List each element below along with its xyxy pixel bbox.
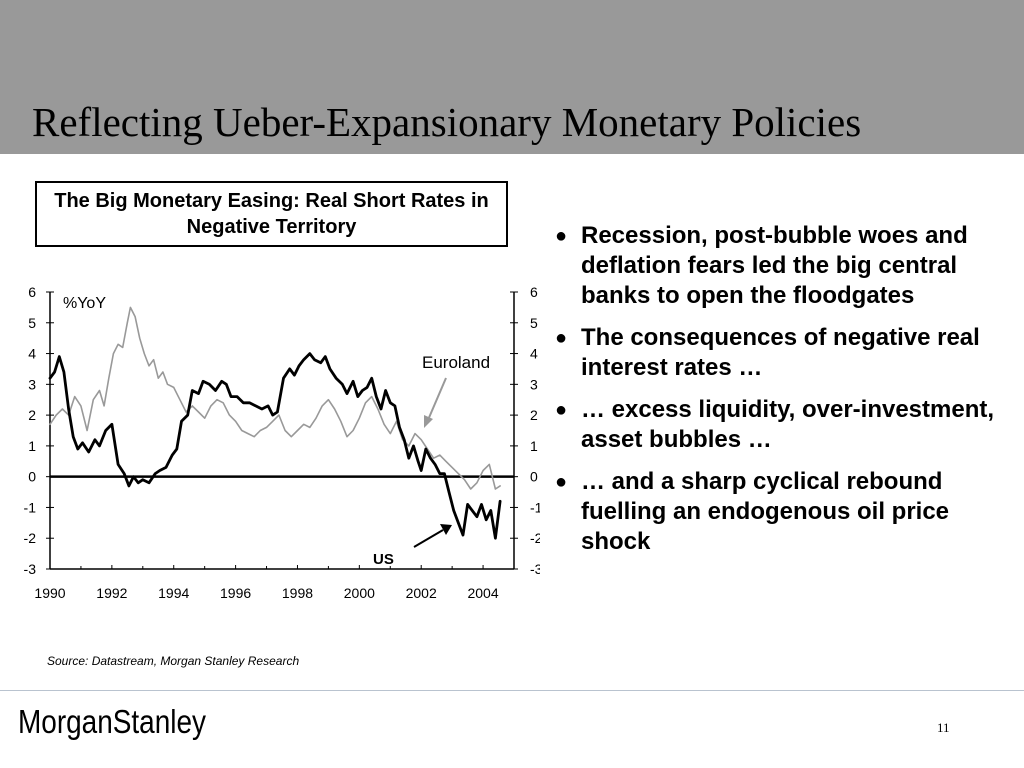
- y-tick-label-right: -2: [530, 530, 540, 546]
- euroland-arrow: [424, 377, 447, 428]
- x-tick-label: 1996: [220, 585, 251, 601]
- real-rates-chart: 6 6 5 5 4 4 3 3 2 2 1 1 0 0 -1 -1 -2 -2 -3 -3 1990 1992 1994 19…: [24, 284, 540, 601]
- bullet-text: Recession, post-bubble woes and deflatio…: [581, 222, 968, 309]
- x-tick-label: 1998: [282, 585, 313, 601]
- bullet-text: … excess liquidity, over-investment, ass…: [581, 396, 995, 453]
- y-tick-label-left: -2: [24, 530, 37, 546]
- bullet-text: The consequences of negative real intere…: [581, 324, 980, 381]
- y-tick-label-left: 0: [28, 469, 36, 485]
- bullet-text: … and a sharp cyclical rebound fuelling …: [581, 468, 950, 555]
- bullet-item: ● … and a sharp cyclical rebound fuelling…: [555, 467, 995, 557]
- y-tick-label-right: 4: [530, 346, 538, 362]
- slide-title: Reflecting Ueber-Expansionary Monetary P…: [32, 99, 862, 145]
- x-tick-label: 1994: [158, 585, 189, 601]
- y-tick-label-right: -3: [530, 561, 540, 577]
- bullet-dot-icon: ●: [555, 399, 568, 421]
- y-tick-label-right: 1: [530, 438, 538, 454]
- y-tick-label-right: 3: [530, 376, 538, 392]
- y-tick-label-left: 3: [28, 376, 36, 392]
- y-tick-label-left: -1: [24, 499, 37, 515]
- bullet-dot-icon: ●: [555, 471, 568, 493]
- svg-text:MorganStanley: MorganStanley: [18, 703, 206, 740]
- y-tick-label-left: -3: [24, 561, 37, 577]
- unit-label: %YoY: [63, 295, 106, 312]
- series-line-us: [48, 352, 502, 540]
- bullet-list: ● Recession, post-bubble woes and deflati…: [555, 221, 995, 569]
- chart-title-box: The Big Monetary Easing: Real Short Rate…: [35, 181, 508, 247]
- y-tick-label-left: 1: [28, 438, 36, 454]
- page-number: 11: [937, 720, 950, 735]
- x-tick-label: 2002: [406, 585, 437, 601]
- bullet-item: ● The consequences of negative real inter…: [555, 323, 995, 383]
- bullet-item: ● Recession, post-bubble woes and deflati…: [555, 221, 995, 311]
- y-tick-label-right: 5: [530, 315, 538, 331]
- x-tick-label: 1992: [96, 585, 127, 601]
- y-tick-label-right: -1: [530, 499, 540, 515]
- y-tick-label-left: 6: [28, 284, 36, 300]
- header-bar: [0, 0, 1024, 154]
- y-tick-label-right: 6: [530, 284, 538, 300]
- x-tick-label: 1990: [34, 585, 65, 601]
- source-note: Source: Datastream, Morgan Stanley Resea…: [47, 654, 300, 668]
- y-tick-label-left: 2: [28, 407, 36, 423]
- bullet-item: ● … excess liquidity, over-investment, as…: [555, 395, 995, 455]
- us-arrow: [413, 524, 452, 548]
- euroland-annotation: Euroland: [422, 353, 490, 372]
- y-tick-label-left: 4: [28, 346, 36, 362]
- y-tick-label-left: 5: [28, 315, 36, 331]
- morgan-stanley-logo: MorganStanley: [18, 703, 206, 740]
- x-tick-label: 2000: [344, 585, 375, 601]
- y-tick-label-right: 2: [530, 407, 538, 423]
- us-annotation: US: [373, 551, 394, 568]
- bullet-dot-icon: ●: [555, 327, 568, 349]
- series-line-euroland: [49, 306, 501, 490]
- x-tick-label: 2004: [467, 585, 498, 601]
- bullet-dot-icon: ●: [555, 225, 568, 247]
- y-tick-label-right: 0: [530, 469, 538, 485]
- footer-divider: [0, 690, 1024, 691]
